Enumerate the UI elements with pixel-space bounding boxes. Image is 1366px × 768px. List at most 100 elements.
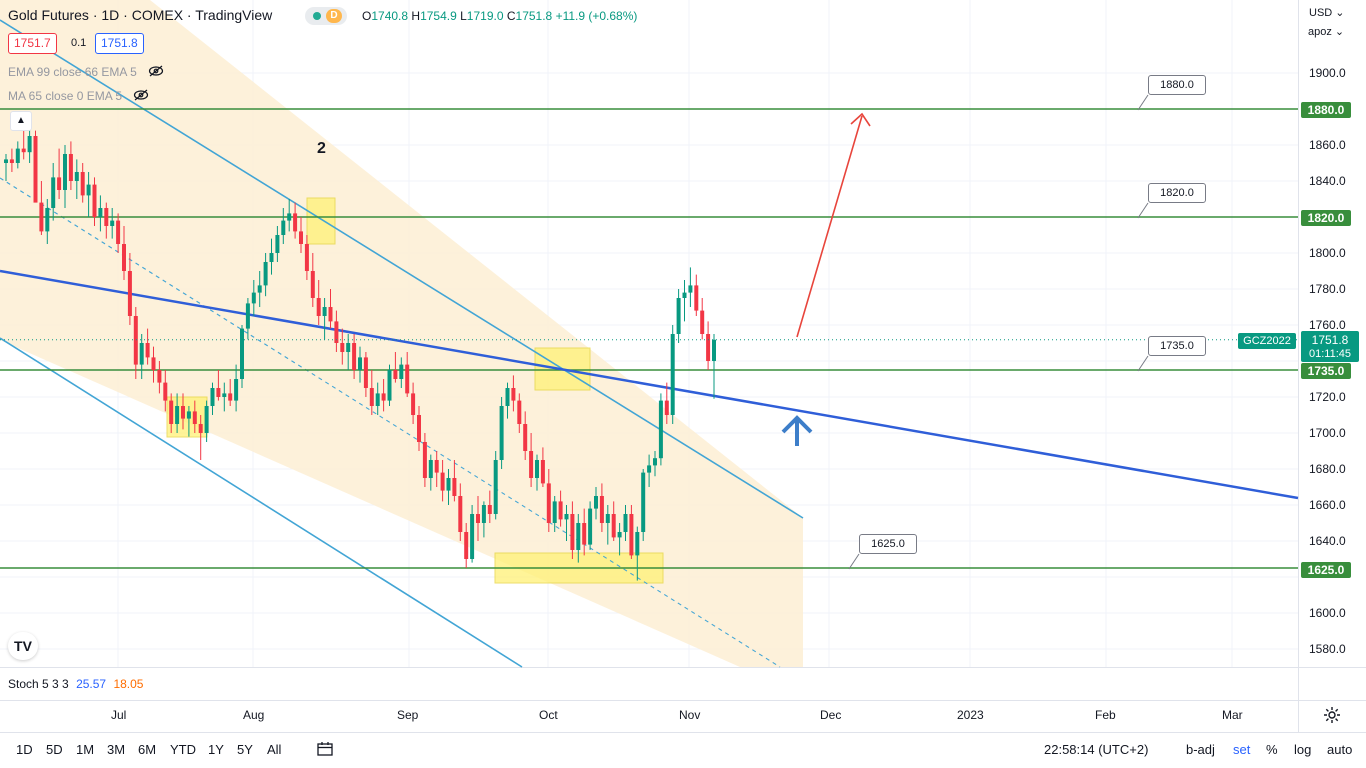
price-tick: 1780.0 xyxy=(1309,282,1346,296)
candle-body xyxy=(535,460,539,478)
level-callout-1735[interactable]: 1735.0 xyxy=(1148,336,1206,356)
highlight-zone xyxy=(306,197,336,245)
high-value: 1754.9 xyxy=(420,9,457,23)
level-callout-1820[interactable]: 1820.0 xyxy=(1148,183,1206,203)
candle-body xyxy=(375,393,380,406)
change-value: +11.9 (+0.68%) xyxy=(555,9,638,23)
hidden-eye-icon[interactable] xyxy=(133,89,149,101)
candle-body xyxy=(74,172,79,181)
currency-selector[interactable]: USD ⌄ xyxy=(1309,6,1345,19)
timeframe-1y[interactable]: 1Y xyxy=(208,742,224,757)
b-adj-toggle[interactable]: b-adj xyxy=(1186,742,1215,757)
candle-body xyxy=(169,400,174,424)
price-tick: 1720.0 xyxy=(1309,390,1346,404)
candle-body xyxy=(446,478,451,491)
timeframe-5y[interactable]: 5Y xyxy=(237,742,253,757)
candle-body xyxy=(363,357,368,388)
sell-price-button[interactable]: 1751.7 xyxy=(8,33,57,54)
candle-body xyxy=(4,159,8,163)
candle-body xyxy=(257,285,262,293)
price-tick: 1600.0 xyxy=(1309,606,1346,620)
scale-mode-selector[interactable]: apoz ⌄ xyxy=(1308,25,1344,38)
log-toggle[interactable]: log xyxy=(1294,742,1312,757)
indicator-ma-legend[interactable]: MA 65 close 0 EMA 5 xyxy=(8,89,149,103)
level-tag-1625[interactable]: 1625.0 xyxy=(1301,562,1351,578)
up-arrow-head xyxy=(781,415,813,434)
candle-body xyxy=(381,393,386,401)
price-tick: 1700.0 xyxy=(1309,426,1346,440)
collapse-legend-button[interactable]: ▲ xyxy=(10,111,32,131)
candle-body xyxy=(328,307,333,322)
candle-body xyxy=(706,334,711,361)
bar-countdown: 01:11:45 xyxy=(1308,348,1351,360)
candle-body xyxy=(617,532,622,538)
chevron-down-icon: ⌄ xyxy=(1335,7,1345,19)
candle-body xyxy=(51,177,56,208)
candle-body xyxy=(163,382,168,401)
candle-body xyxy=(39,202,44,232)
timeframe-all[interactable]: All xyxy=(267,742,282,757)
candle-body xyxy=(458,496,463,532)
candle-body xyxy=(594,496,598,509)
bottom-toolbar xyxy=(0,732,1366,768)
price-tick: 1640.0 xyxy=(1309,534,1346,548)
candle-body xyxy=(293,213,298,232)
candle-body xyxy=(234,379,239,401)
timeframe-ytd[interactable]: YTD xyxy=(170,742,196,757)
level-tag-1880[interactable]: 1880.0 xyxy=(1301,102,1351,118)
timeframe-3m[interactable]: 3M xyxy=(107,742,126,757)
market-status-pill[interactable]: D xyxy=(305,7,347,25)
candle-body xyxy=(15,148,20,163)
timeframe-5d[interactable]: 5D xyxy=(46,742,63,757)
candle-body xyxy=(222,393,227,397)
clock[interactable]: 22:58:14 (UTC+2) xyxy=(1044,742,1149,757)
timeframe-6m[interactable]: 6M xyxy=(138,742,157,757)
candle-body xyxy=(664,400,669,415)
open-label: O xyxy=(362,9,372,23)
spread-value: 0.1 xyxy=(71,37,87,49)
indicator-ema-legend[interactable]: EMA 99 close 66 EMA 5 xyxy=(8,65,164,79)
stoch-title: Stoch 5 3 3 xyxy=(8,677,69,691)
stoch-legend[interactable]: Stoch 5 3 3 25.57 18.05 xyxy=(8,677,143,691)
candle-body xyxy=(304,244,309,271)
level-callout-1625[interactable]: 1625.0 xyxy=(859,534,917,554)
candle-body xyxy=(493,460,498,514)
gear-icon[interactable] xyxy=(1322,705,1342,725)
low-value: 1719.0 xyxy=(466,9,504,23)
candle-body xyxy=(63,154,67,190)
level-callout-1880[interactable]: 1880.0 xyxy=(1148,75,1206,95)
candle-body xyxy=(45,208,50,232)
date-range-icon[interactable] xyxy=(316,740,334,758)
time-label: Aug xyxy=(243,708,265,722)
level-tag-1820[interactable]: 1820.0 xyxy=(1301,210,1351,226)
candle-body xyxy=(369,388,374,406)
candle-body xyxy=(558,501,563,520)
candle-body xyxy=(511,388,516,401)
candle-body xyxy=(240,328,244,379)
buy-price-button[interactable]: 1751.8 xyxy=(95,33,144,54)
candle-body xyxy=(428,460,433,478)
percent-toggle[interactable]: % xyxy=(1266,742,1278,757)
symbol-tag: GCZ2022 xyxy=(1238,333,1296,349)
price-tick: 1660.0 xyxy=(1309,498,1346,512)
hidden-eye-icon[interactable] xyxy=(148,65,164,77)
candle-body xyxy=(611,514,616,538)
time-label: Oct xyxy=(539,708,558,722)
tradingview-logo[interactable]: TV xyxy=(8,632,38,660)
candle-body xyxy=(712,339,716,361)
open-value: 1740.8 xyxy=(371,9,409,23)
candle-body xyxy=(116,220,121,244)
timeframe-1m[interactable]: 1M xyxy=(76,742,95,757)
candle-body xyxy=(263,262,268,286)
callout-leader xyxy=(1137,202,1149,219)
market-open-dot xyxy=(313,12,321,20)
candle-body xyxy=(181,406,185,419)
level-tag-1735[interactable]: 1735.0 xyxy=(1301,363,1351,379)
set-toggle[interactable]: set xyxy=(1233,742,1251,757)
candle-body xyxy=(33,136,38,203)
timeframe-1d[interactable]: 1D xyxy=(16,742,33,757)
candle-body xyxy=(564,514,569,520)
auto-toggle[interactable]: auto xyxy=(1327,742,1353,757)
candle-body xyxy=(588,508,593,545)
